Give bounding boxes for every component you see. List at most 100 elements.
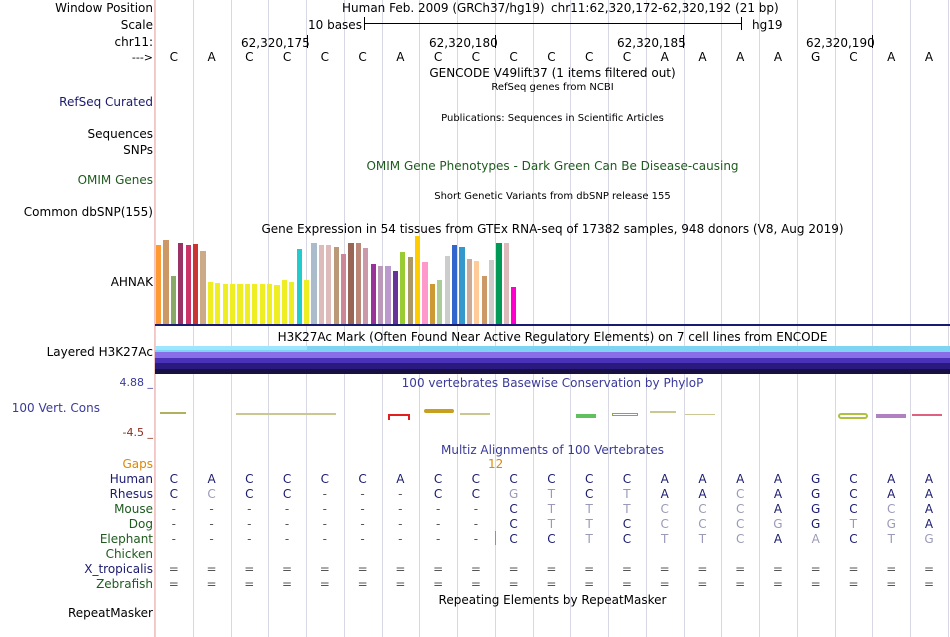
x_tropicalis-base: =: [659, 562, 670, 576]
label-snps[interactable]: SNPs: [123, 143, 153, 157]
gtex-tissue-bar[interactable]: [503, 243, 509, 324]
human-base: G: [811, 472, 821, 486]
track-title-refseq[interactable]: RefSeq genes from NCBI: [491, 82, 614, 93]
gtex-tissue-bar[interactable]: [200, 250, 206, 324]
gtex-tissue-bar[interactable]: [267, 284, 273, 324]
species-human[interactable]: Human: [109, 472, 153, 486]
gtex-tissue-bar[interactable]: [437, 280, 443, 324]
mouse-base: C: [849, 502, 858, 516]
gtex-tissue-bar[interactable]: [400, 251, 406, 324]
species-chicken[interactable]: Chicken: [105, 547, 153, 561]
gtex-tissue-bar[interactable]: [281, 280, 287, 324]
gtex-tissue-bar[interactable]: [429, 284, 435, 324]
zebrafish-base: =: [735, 577, 746, 591]
zebrafish-base: =: [168, 577, 179, 591]
gtex-bar-chart[interactable]: [155, 236, 535, 324]
gtex-tissue-bar[interactable]: [370, 264, 376, 324]
gtex-tissue-bar[interactable]: [466, 258, 472, 324]
gtex-tissue-bar[interactable]: [304, 280, 310, 324]
human-base: C: [584, 472, 594, 486]
x_tropicalis-base: =: [357, 562, 368, 576]
gtex-tissue-bar[interactable]: [452, 244, 458, 324]
gtex-tissue-bar[interactable]: [385, 265, 391, 324]
track-title-multiz[interactable]: Multiz Alignments of 100 Vertebrates: [440, 443, 665, 457]
sequence-base: A: [887, 50, 896, 64]
gtex-tissue-bar[interactable]: [407, 257, 413, 324]
gtex-tissue-bar[interactable]: [481, 275, 487, 324]
gtex-tissue-bar[interactable]: [230, 283, 236, 324]
gtex-tissue-bar[interactable]: [296, 249, 302, 324]
track-title-omim[interactable]: OMIM Gene Phenotypes - Dark Green Can Be…: [366, 159, 739, 173]
gtex-tissue-bar[interactable]: [207, 281, 213, 324]
gtex-tissue-bar[interactable]: [511, 287, 517, 324]
gtex-tissue-bar[interactable]: [237, 284, 243, 324]
gtex-tissue-bar[interactable]: [222, 283, 228, 324]
sequence-base: C: [584, 50, 594, 64]
zebrafish-base: =: [395, 577, 406, 591]
gtex-tissue-bar[interactable]: [163, 240, 169, 324]
gtex-tissue-bar[interactable]: [444, 256, 450, 324]
gtex-tissue-bar[interactable]: [363, 248, 369, 324]
track-title-h3k27ac[interactable]: H3K27Ac Mark (Often Found Near Active Re…: [277, 330, 828, 344]
gtex-tissue-bar[interactable]: [333, 246, 339, 324]
gtex-tissue-bar[interactable]: [244, 283, 250, 324]
gtex-tissue-bar[interactable]: [318, 244, 324, 324]
species-mouse[interactable]: Mouse: [114, 502, 153, 516]
gtex-tissue-bar[interactable]: [252, 283, 258, 324]
human-base: C: [622, 472, 632, 486]
gtex-tissue-bar[interactable]: [170, 275, 176, 324]
track-title-conservation[interactable]: 100 vertebrates Basewise Conservation by…: [401, 376, 704, 390]
gtex-tissue-bar[interactable]: [178, 243, 184, 324]
label-gaps[interactable]: Gaps: [122, 457, 153, 471]
label-h3k27ac[interactable]: Layered H3K27Ac: [46, 345, 153, 359]
track-title-repeatmasker[interactable]: Repeating Elements by RepeatMasker: [438, 593, 667, 607]
gtex-tissue-bar[interactable]: [378, 265, 384, 324]
gtex-tissue-bar[interactable]: [459, 247, 465, 324]
gridline: [947, 0, 949, 637]
zebrafish-base: =: [206, 577, 217, 591]
track-title-gtex[interactable]: Gene Expression in 54 tissues from GTEx …: [261, 222, 844, 236]
gtex-tissue-bar[interactable]: [326, 244, 332, 324]
gtex-tissue-bar[interactable]: [215, 282, 221, 324]
gtex-tissue-bar[interactable]: [348, 243, 354, 324]
mouse-base: -: [171, 502, 176, 516]
x_tropicalis-base: =: [319, 562, 330, 576]
coord-tick-label: 62,320,190: [806, 36, 875, 50]
label-ahnak[interactable]: AHNAK: [110, 275, 153, 289]
gtex-tissue-bar[interactable]: [259, 284, 265, 324]
gtex-tissue-bar[interactable]: [496, 243, 502, 324]
label-repeatmasker[interactable]: RepeatMasker: [67, 606, 153, 620]
gtex-tissue-bar[interactable]: [156, 244, 162, 324]
dog-base: T: [849, 517, 858, 531]
track-title-dbsnp[interactable]: Short Genetic Variants from dbSNP releas…: [434, 191, 671, 202]
species-x-tropicalis[interactable]: X_tropicalis: [84, 562, 153, 576]
species-zebrafish[interactable]: Zebrafish: [96, 577, 153, 591]
gtex-tissue-bar[interactable]: [392, 271, 398, 324]
gtex-tissue-bar[interactable]: [355, 243, 361, 324]
gtex-tissue-bar[interactable]: [341, 253, 347, 324]
label-cons[interactable]: 100 Vert. Cons: [11, 401, 100, 415]
track-title-publications[interactable]: Publications: Sequences in Scientific Ar…: [441, 113, 664, 124]
gtex-tissue-bar[interactable]: [311, 243, 317, 324]
label-sequences[interactable]: Sequences: [87, 127, 153, 141]
gtex-tissue-bar[interactable]: [415, 236, 421, 324]
label-omim[interactable]: OMIM Genes: [77, 173, 153, 187]
track-title-gencode[interactable]: GENCODE V49lift37 (1 items filtered out): [429, 66, 676, 80]
dog-base: -: [473, 517, 479, 531]
gtex-tissue-bar[interactable]: [489, 259, 495, 324]
gtex-tissue-bar[interactable]: [289, 281, 295, 324]
gtex-tissue-bar[interactable]: [474, 260, 480, 324]
x_tropicalis-base: =: [168, 562, 179, 576]
gtex-tissue-bar[interactable]: [185, 244, 191, 324]
label-refseq[interactable]: RefSeq Curated: [59, 95, 153, 109]
species-elephant[interactable]: Elephant: [99, 532, 153, 546]
zebrafish-base: =: [546, 577, 557, 591]
species-dog[interactable]: Dog: [128, 517, 153, 531]
mouse-base: -: [322, 502, 327, 516]
species-rhesus[interactable]: Rhesus: [109, 487, 153, 501]
label-dbsnp[interactable]: Common dbSNP(155): [23, 205, 153, 219]
dog-base: -: [284, 517, 290, 531]
gtex-tissue-bar[interactable]: [422, 262, 428, 324]
gtex-tissue-bar[interactable]: [274, 285, 280, 324]
gtex-tissue-bar[interactable]: [193, 243, 199, 324]
